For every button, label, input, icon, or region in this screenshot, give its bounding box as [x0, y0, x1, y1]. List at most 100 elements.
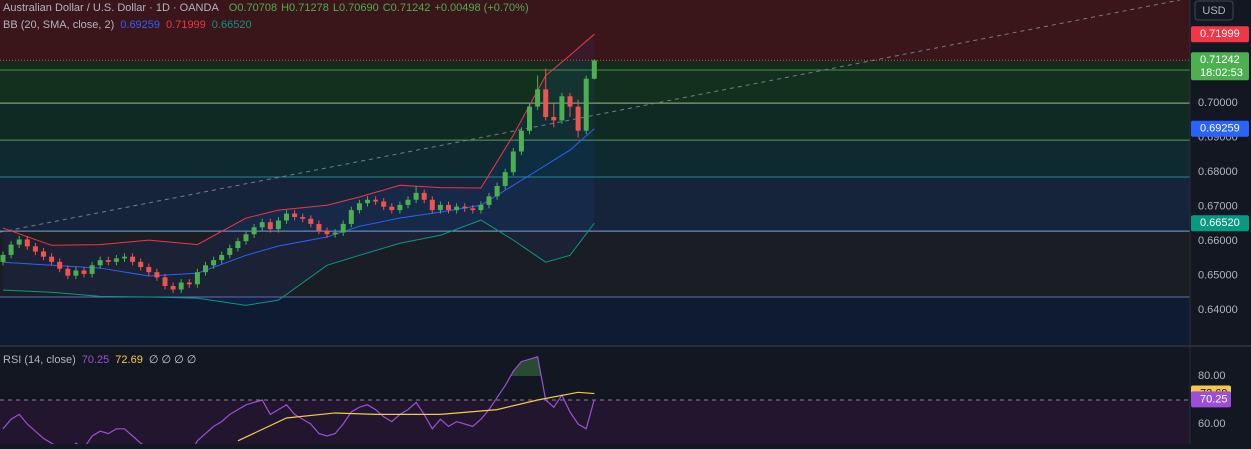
- bb-value: 0.66520: [212, 19, 252, 31]
- candle-body: [381, 201, 387, 207]
- y-tick-label: 0.67000: [1198, 201, 1238, 213]
- candle-body: [389, 206, 395, 211]
- rsi-tick-label: 60.00: [1198, 418, 1226, 430]
- candle-body: [405, 199, 411, 205]
- candle-body: [591, 60, 597, 79]
- bb-value: 0.71999: [166, 19, 206, 31]
- price-badge-label: 0.69259: [1200, 123, 1240, 135]
- bb-value: 0.69259: [120, 19, 160, 31]
- rsi-band: [0, 400, 1190, 444]
- candle-body: [486, 196, 492, 205]
- candle-body: [219, 254, 225, 261]
- rsi-line: [237, 391, 595, 442]
- candle-body: [49, 256, 55, 262]
- candle-body: [89, 265, 95, 274]
- ohlc-value: C0.71242: [383, 2, 431, 14]
- candle-body: [194, 272, 200, 285]
- countdown: 18:02:53: [1200, 67, 1243, 79]
- candle-body: [203, 265, 208, 273]
- candle-body: [583, 78, 589, 131]
- bb-fill: [3, 34, 595, 306]
- candle-body: [340, 223, 346, 233]
- candle-body: [154, 272, 160, 278]
- price-badge: [1191, 215, 1249, 232]
- zone: [0, 103, 1190, 141]
- candle-body: [292, 213, 298, 218]
- rsi-value: 70.25: [82, 354, 110, 366]
- legend: Australian Dollar / U.S. Dollar · 1D · O…: [3, 2, 529, 366]
- candle-body: [251, 227, 257, 235]
- candle-body: [97, 260, 103, 266]
- currency: USD: [1202, 5, 1225, 17]
- candle-body: [373, 199, 379, 202]
- zone: [0, 0, 1190, 61]
- candle-body: [284, 213, 289, 221]
- rsi-empty: ∅ ∅ ∅ ∅: [149, 354, 197, 366]
- rsi-legend: RSI (14, close) 70.25 72.69 ∅ ∅ ∅ ∅: [3, 354, 196, 366]
- price-axis: 0.700000.690000.680000.670000.660000.650…: [1191, 26, 1249, 430]
- candle-body: [227, 248, 233, 255]
- y-tick-label: 0.66000: [1198, 235, 1238, 247]
- candle-body: [510, 151, 516, 173]
- price-badge: [1191, 26, 1249, 43]
- candle-body: [535, 89, 541, 107]
- candle-body: [397, 204, 403, 211]
- zone: [0, 176, 1190, 232]
- candle-body: [356, 203, 362, 211]
- y-tick-label: 0.65000: [1198, 270, 1238, 282]
- rsi-tick-label: 80.00: [1198, 370, 1226, 382]
- candle-body: [138, 261, 144, 268]
- candle-body: [332, 232, 338, 235]
- candle-body: [527, 106, 532, 131]
- currency-box[interactable]: [1194, 0, 1234, 21]
- symbol-title: Australian Dollar / U.S. Dollar · 1D · O…: [3, 2, 219, 14]
- candle-body: [267, 222, 273, 230]
- candle-body: [324, 230, 330, 235]
- rsi-pane: [0, 356, 1190, 444]
- candle-body: [518, 130, 524, 152]
- price-badge-label: 0.66520: [1200, 217, 1240, 229]
- candle-body: [446, 204, 451, 211]
- trend-line: [0, 0, 1181, 233]
- candle-body: [365, 199, 370, 204]
- bb-line: [2, 219, 595, 306]
- candle-body: [275, 220, 281, 230]
- candle-body: [308, 218, 314, 224]
- candle-body: [8, 244, 14, 255]
- candle-body: [235, 241, 241, 249]
- rsi-value: 72.69: [115, 354, 143, 366]
- candle-body: [478, 204, 484, 211]
- candle-body: [41, 251, 46, 257]
- candle-body: [462, 206, 468, 209]
- ohlc-value: +0.00498 (+0.70%): [434, 2, 528, 14]
- candle-body: [0, 254, 6, 262]
- zone: [0, 140, 1190, 177]
- candle-body: [178, 282, 184, 290]
- candle-body: [73, 270, 79, 276]
- candle-body: [470, 208, 476, 211]
- candle-body: [316, 223, 322, 231]
- candle-body: [502, 172, 508, 186]
- price-badge-label: 0.71999: [1200, 28, 1240, 40]
- candle-body: [57, 261, 63, 269]
- candle-body: [348, 210, 354, 224]
- candle-body: [81, 270, 87, 274]
- candle-body: [559, 96, 565, 121]
- candle-body: [551, 116, 557, 121]
- candle-body: [162, 277, 168, 287]
- candle-body: [494, 185, 500, 197]
- ohlc-value: L0.70690: [333, 2, 379, 14]
- candle-body: [186, 282, 192, 285]
- ohlc-value: O0.70708: [229, 2, 277, 14]
- candle-body: [105, 260, 111, 262]
- y-tick-label: 0.64000: [1198, 304, 1238, 316]
- candle-body: [65, 268, 71, 276]
- rsi-overbought-fill: [510, 356, 542, 376]
- candle-body: [300, 217, 306, 219]
- candle-body: [170, 286, 176, 290]
- candle-body: [543, 89, 549, 117]
- rsi-badge: [1191, 391, 1231, 408]
- candle-body: [259, 222, 265, 228]
